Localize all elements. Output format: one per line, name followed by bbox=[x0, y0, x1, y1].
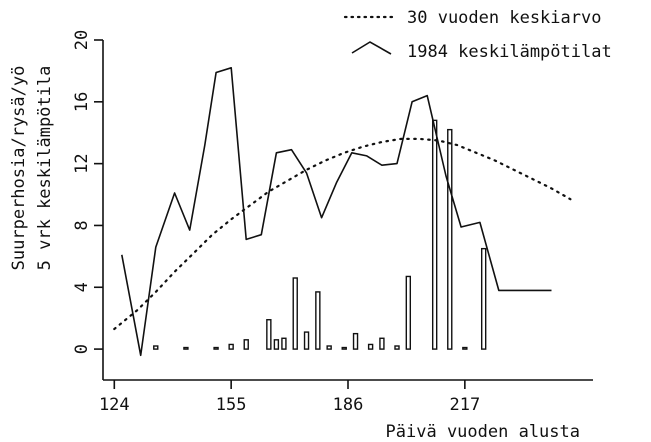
y-axis-label-line-1: Suurperhosia/rysä/yö bbox=[9, 66, 29, 271]
line-series bbox=[113, 67, 572, 357]
bar bbox=[431, 119, 438, 350]
bar bbox=[394, 345, 400, 350]
bar bbox=[266, 319, 272, 350]
x-tick-label: 217 bbox=[449, 395, 480, 415]
bar bbox=[292, 277, 298, 350]
bar bbox=[153, 345, 159, 350]
bar bbox=[379, 337, 385, 350]
bar bbox=[228, 343, 234, 350]
x-tick-label: 155 bbox=[216, 395, 247, 415]
y-tick-label: 8 bbox=[72, 220, 92, 230]
bar bbox=[281, 337, 287, 350]
y-tick-label: 16 bbox=[72, 92, 92, 112]
bar bbox=[315, 291, 321, 350]
y-tick-label: 4 bbox=[72, 282, 92, 292]
x-tick-label: 124 bbox=[99, 395, 130, 415]
bar bbox=[352, 332, 359, 350]
x-axis: 124 155 186 217 bbox=[99, 379, 593, 415]
series-line-1984-temperature bbox=[121, 67, 552, 357]
x-tick-label: 186 bbox=[333, 395, 364, 415]
bar bbox=[367, 343, 374, 350]
bar bbox=[273, 339, 280, 350]
bar bbox=[213, 346, 219, 350]
bar bbox=[243, 339, 249, 350]
bar bbox=[447, 128, 453, 350]
legend-swatch-1984-temperature bbox=[351, 41, 392, 55]
series-line-30-year-average bbox=[113, 137, 572, 331]
bar bbox=[303, 331, 310, 350]
y-tick-label: 20 bbox=[72, 30, 92, 50]
y-axis-label-line-2: 5 vrk keskilämpötila bbox=[35, 66, 55, 271]
legend-label-1984-temperature: 1984 keskilämpötilat bbox=[407, 42, 612, 62]
bar bbox=[462, 346, 468, 350]
legend: 30 vuoden keskiarvo 1984 keskilämpötilat bbox=[343, 8, 612, 62]
bar-series bbox=[153, 119, 487, 350]
y-axis: 0 4 8 12 16 20 bbox=[72, 30, 104, 380]
legend-label-30-year-average: 30 vuoden keskiarvo bbox=[407, 8, 601, 28]
bar bbox=[405, 275, 412, 350]
y-tick-label: 12 bbox=[72, 153, 92, 173]
y-tick-label: 0 bbox=[72, 344, 92, 354]
bar bbox=[341, 346, 347, 350]
x-axis-label: Päivä vuoden alusta bbox=[386, 422, 580, 442]
bar bbox=[183, 346, 189, 350]
bar bbox=[326, 345, 332, 350]
bar bbox=[480, 247, 487, 350]
